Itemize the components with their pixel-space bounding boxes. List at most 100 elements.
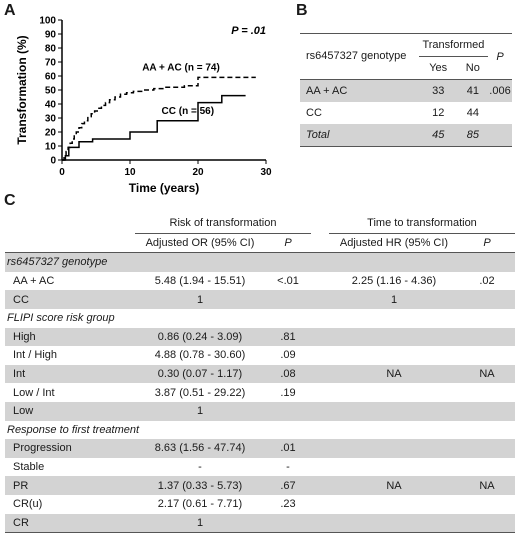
table-row: CC 1 1 (5, 290, 515, 309)
y-tick-label: 50 (45, 86, 57, 97)
row-label: Low (5, 401, 135, 421)
table-row: High 0.86 (0.24 - 3.09) .81 (5, 327, 515, 347)
table-c-group-header-row: Risk of transformation Time to transform… (5, 214, 515, 234)
row-label: CC (5, 290, 135, 309)
panel-label-c: C (4, 192, 16, 209)
or-value: 1 (135, 513, 265, 533)
p-value (265, 513, 311, 533)
hr-value (329, 401, 459, 421)
p-value (488, 124, 512, 147)
y-tick-label: 100 (39, 16, 56, 27)
p-value: NA (459, 364, 515, 384)
p-value (459, 290, 515, 309)
row-label: Progression (5, 439, 135, 458)
p-value: .08 (265, 364, 311, 384)
p-value (459, 346, 515, 365)
hr-value (329, 513, 459, 533)
spacer (311, 383, 329, 402)
x-tick-label: 30 (260, 167, 272, 178)
or-header: Adjusted OR (95% CI) (135, 233, 265, 254)
p-value (459, 495, 515, 514)
spacer (311, 458, 329, 477)
p-value: .67 (265, 476, 311, 495)
panel-label-b: B (296, 2, 308, 19)
or-value: 0.86 (0.24 - 3.09) (135, 327, 265, 347)
p-header: P (459, 233, 515, 254)
or-value: 2.17 (0.61 - 7.71) (157, 498, 243, 511)
p-value (459, 439, 515, 458)
table-row: CR(u) 2.17 (0.61 - 7.71) .23 (5, 495, 515, 514)
section-title: FLIPI score risk group (7, 312, 115, 325)
hr-value (329, 495, 459, 514)
p-value (265, 290, 311, 309)
row-label: AA + AC (300, 79, 419, 102)
section-row: FLIPI score risk group (5, 309, 515, 328)
p-value (459, 383, 515, 402)
transformation-table: rs6457327 genotype Transformed P Yes No … (300, 33, 512, 147)
row-label: CC (306, 107, 322, 119)
hr-value (329, 327, 459, 347)
or-value: 8.63 (1.56 - 47.74) (135, 439, 265, 458)
or-value: 0.30 (0.07 - 1.17) (135, 364, 265, 384)
km-chart: 0 10 20 30 40 50 60 70 80 90 100 0 10 20 30 Time (years… (15, 16, 272, 196)
p-value: .01 (265, 439, 311, 458)
p-value (265, 401, 311, 421)
table-row: CC 12 44 (300, 102, 512, 124)
no-value: 85 (457, 124, 489, 147)
x-axis-label: Time (years) (129, 181, 199, 195)
section-row: rs6457327 genotype (5, 252, 515, 272)
hr-value: 1 (329, 290, 459, 309)
y-tick-label: 90 (45, 30, 57, 41)
spacer (311, 327, 329, 347)
p-value: .09 (280, 349, 296, 362)
p-value (459, 401, 515, 421)
p-value (488, 102, 512, 124)
p-value: .81 (265, 327, 311, 347)
table-row: AA + AC 5.48 (1.94 - 15.51) <.01 2.25 (1.16… (5, 272, 515, 291)
yes-value: 12 (432, 107, 445, 119)
p-value (459, 458, 515, 477)
row-label: Stable (13, 461, 45, 474)
hr-value (329, 346, 459, 365)
table-row: Low / Int 3.87 (0.51 - 29.22) .19 (5, 383, 515, 402)
section-title: Response to first treatment (7, 423, 140, 436)
hr-value: NA (329, 364, 459, 384)
spacer (311, 272, 329, 291)
p-value-annotation: P = .01 (231, 25, 266, 37)
table-b-subheader-row: Yes No (300, 57, 512, 80)
section-row: Response to first treatment (5, 421, 515, 440)
table-b-header-row: rs6457327 genotype Transformed P (300, 33, 512, 80)
snp-header: rs6457327 genotype (300, 33, 419, 80)
x-tick-label: 20 (192, 167, 204, 178)
spacer (311, 401, 329, 421)
hr-value (329, 439, 459, 458)
or-value: 4.88 (0.78 - 30.60) (154, 349, 246, 362)
y-tick-label: 60 (45, 72, 57, 83)
x-tick-label: 10 (124, 167, 136, 178)
x-tick-label: 0 (59, 167, 65, 178)
p-value: .02 (479, 275, 495, 288)
hr-value (329, 458, 459, 477)
row-label: AA + AC (13, 275, 55, 288)
series-label: CC (n = 56) (162, 106, 215, 117)
table-row: Int / High 4.88 (0.78 - 30.60) .09 (5, 346, 515, 365)
hr-value: NA (329, 476, 459, 495)
row-label: High (5, 327, 135, 347)
table-row-total: Total 45 85 (300, 124, 512, 147)
table-row: Progression 8.63 (1.56 - 47.74) .01 (5, 439, 515, 458)
table-row: Int 0.30 (0.07 - 1.17) .08 NA NA (5, 364, 515, 384)
y-tick-label: 40 (45, 100, 57, 111)
regression-table: Risk of transformation Time to transform… (5, 214, 515, 533)
y-tick-label: 80 (45, 44, 57, 55)
p-value: .006 (488, 79, 512, 102)
hr-value (329, 383, 459, 402)
or-value: 1.37 (0.33 - 5.73) (135, 476, 265, 495)
p-header: P (265, 233, 311, 254)
or-value: 1 (135, 290, 265, 309)
p-value: NA (459, 476, 515, 495)
table-c-column-header-row: Adjusted OR (95% CI) P Adjusted HR (95% … (5, 233, 515, 254)
y-axis-label: Transformation (%) (15, 35, 29, 144)
risk-header: Risk of transformation (135, 214, 311, 234)
yes-value: 33 (418, 79, 458, 102)
p-value (459, 327, 515, 347)
